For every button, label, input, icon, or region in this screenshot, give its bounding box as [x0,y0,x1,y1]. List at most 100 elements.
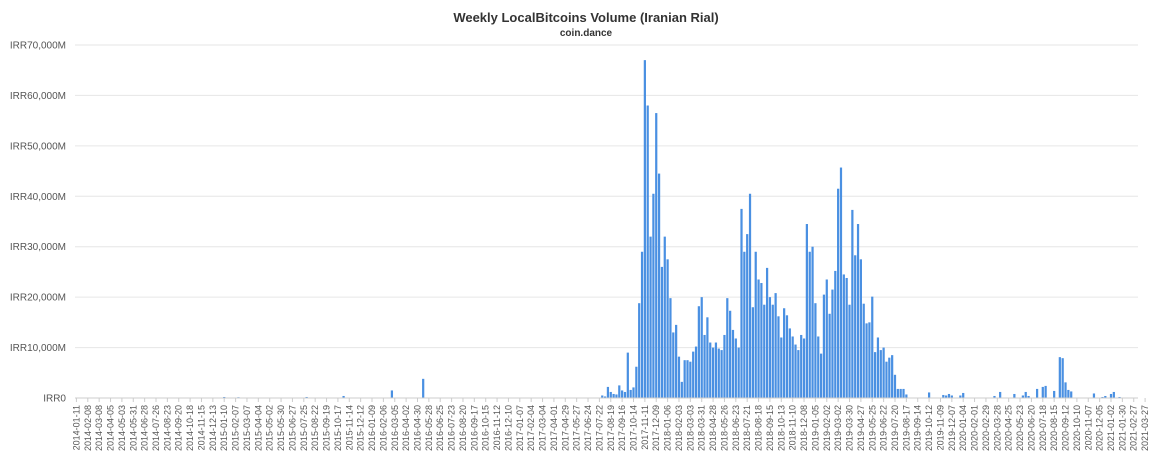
bar[interactable] [342,395,345,398]
bar[interactable] [828,313,831,398]
bar[interactable] [723,334,726,398]
bar[interactable] [734,338,737,398]
bar[interactable] [993,395,996,398]
bar[interactable] [677,356,681,398]
bar[interactable] [945,395,948,398]
bar[interactable] [618,385,621,398]
bar[interactable] [888,357,891,398]
bar[interactable] [606,386,610,398]
bar[interactable] [686,360,689,398]
bar[interactable] [763,304,766,398]
bar[interactable] [899,388,902,398]
bar[interactable] [694,346,698,398]
bar[interactable] [885,361,888,398]
bar[interactable] [962,392,965,398]
bar[interactable] [683,360,686,398]
bar[interactable] [1035,388,1039,398]
bar[interactable] [817,336,820,398]
bar[interactable] [871,296,874,398]
bar[interactable] [825,279,828,398]
bar[interactable] [751,307,754,398]
bar[interactable] [731,329,735,398]
bar[interactable] [638,303,641,398]
bar[interactable] [811,246,814,398]
bar[interactable] [706,317,709,398]
bar[interactable] [740,208,743,398]
bar[interactable] [1101,396,1104,398]
bar[interactable] [666,259,669,398]
bar[interactable] [757,279,760,398]
bar[interactable] [777,316,780,398]
bar[interactable] [709,342,712,398]
bar[interactable] [774,293,777,398]
bar[interactable] [720,350,723,398]
bar[interactable] [422,378,425,398]
bar[interactable] [1104,395,1107,398]
bar[interactable] [754,251,757,398]
bar[interactable] [862,303,865,398]
bar[interactable] [626,352,629,398]
bar[interactable] [822,294,826,398]
bar[interactable] [856,224,860,398]
bar[interactable] [942,394,945,398]
bar[interactable] [783,308,786,398]
bar[interactable] [800,334,803,398]
bar[interactable] [1053,390,1056,398]
bar[interactable] [865,323,868,398]
bar[interactable] [780,337,783,398]
bar[interactable] [646,105,649,398]
bar[interactable] [760,283,763,398]
bar[interactable] [615,394,618,398]
bar[interactable] [652,193,655,398]
bar[interactable] [794,344,797,398]
bar[interactable] [1024,391,1027,398]
bar[interactable] [1064,382,1067,398]
bar[interactable] [879,350,882,398]
bar[interactable] [854,255,857,398]
bar[interactable] [848,304,851,398]
bar[interactable] [697,306,700,398]
bar[interactable] [902,388,905,398]
bar[interactable] [737,347,740,398]
bar[interactable] [623,391,627,398]
bar[interactable] [223,396,226,398]
bar[interactable] [788,328,791,398]
bar[interactable] [1021,395,1024,398]
bar[interactable] [663,236,666,398]
bar[interactable] [729,310,732,398]
bar[interactable] [765,267,769,398]
bar[interactable] [905,394,908,398]
bar[interactable] [655,113,658,398]
bar[interactable] [660,266,664,398]
bar[interactable] [893,374,897,398]
bar[interactable] [771,304,774,398]
bar[interactable] [672,332,675,398]
bar[interactable] [1013,393,1016,398]
bar[interactable] [717,348,720,398]
bar[interactable] [640,251,644,398]
bar[interactable] [814,303,817,398]
bar[interactable] [669,298,672,398]
bar[interactable] [819,353,823,398]
bar[interactable] [1041,386,1044,398]
bar[interactable] [927,392,931,398]
bar[interactable] [873,352,877,398]
bar[interactable] [714,342,718,398]
bar[interactable] [1109,393,1113,398]
bar[interactable] [746,234,749,398]
bar[interactable] [834,270,837,398]
bar[interactable] [726,298,729,398]
bar[interactable] [802,338,806,398]
bar[interactable] [831,289,834,398]
bar[interactable] [643,60,646,398]
bar[interactable] [390,390,394,398]
bar[interactable] [1067,389,1070,398]
bar[interactable] [1027,395,1030,398]
bar[interactable] [748,193,752,398]
bar[interactable] [1061,358,1064,398]
bar[interactable] [700,297,703,398]
bar[interactable] [692,351,695,398]
bar[interactable] [629,389,632,398]
bar[interactable] [896,388,899,398]
bar[interactable] [635,366,638,398]
